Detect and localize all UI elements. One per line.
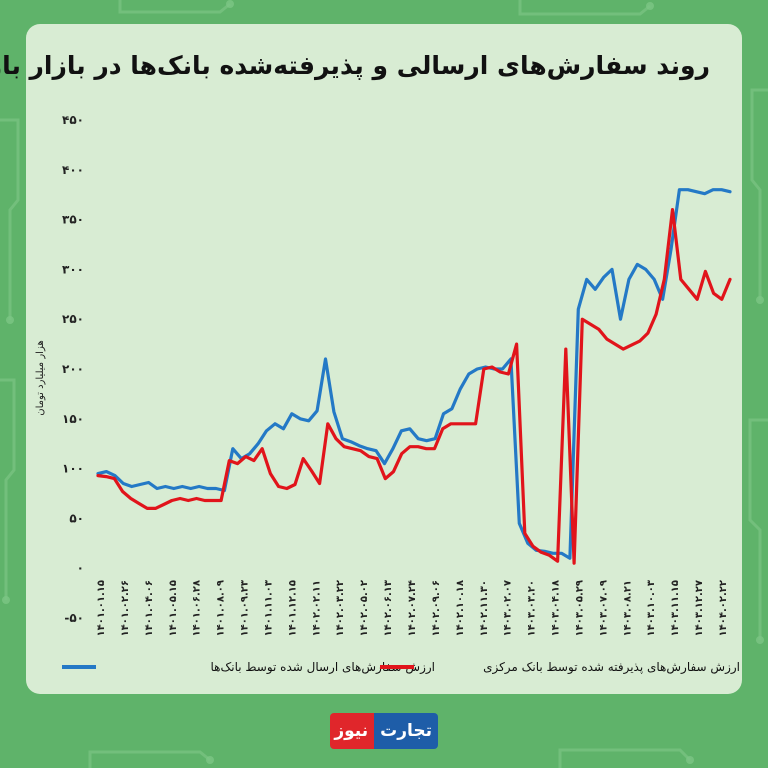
x-tick-label: ۱۴۰۳.۰۲.۰۷ [503, 580, 514, 636]
x-tick-label: ۱۴۰۳.۱۰.۰۳ [646, 580, 657, 636]
chart-legend: ارزش سفارش‌های ارسال شده توسط بانک‌ها ار… [60, 656, 740, 678]
legend-label-sent: ارزش سفارش‌های ارسال شده توسط بانک‌ها [210, 660, 436, 674]
x-tick-label: ۱۴۰۲.۰۵.۰۲ [359, 580, 370, 636]
series-line-accepted [96, 208, 732, 565]
y-tick-label: ۰ [77, 561, 84, 575]
x-tick-label: ۱۴۰۲.۱۰.۱۸ [455, 580, 466, 636]
y-tick-label: ۱۵۰ [62, 412, 84, 426]
y-tick-label: ۲۰۰ [62, 362, 84, 376]
x-tick-label: ۱۴۰۱.۰۸.۰۹ [216, 580, 227, 636]
logo-text-tejarat: تجارت [374, 713, 438, 749]
x-tick-label: ۱۴۰۳.۱۱.۱۵ [670, 580, 681, 636]
x-tick-label: ۱۴۰۳.۰۷.۰۹ [598, 580, 609, 636]
x-tick-label: ۱۴۰۱.۰۹.۲۳ [240, 580, 251, 636]
y-tick-label: ۵۰ [69, 511, 84, 525]
legend-swatch-accepted [380, 665, 414, 669]
logo-text-news: نیوز [330, 713, 375, 749]
chart-title: روند سفارش‌های ارسالی و پذیرفته‌شده بانک… [0, 51, 710, 80]
x-tick-label: ۱۴۰۱.۰۶.۲۸ [192, 580, 203, 636]
x-tick-label: ۱۴۰۴.۰۲.۲۲ [718, 580, 729, 636]
x-tick-label: ۱۴۰۱.۰۲.۲۶ [120, 580, 131, 636]
series-line-sent [96, 188, 732, 560]
legend-label-accepted: ارزش سفارش‌های پذیرفته شده توسط بانک مرک… [483, 660, 740, 674]
x-tick-label: ۱۴۰۱.۰۵.۱۵ [168, 580, 179, 636]
chart-card [26, 24, 742, 694]
x-tick-label: ۱۴۰۲.۱۱.۳۰ [479, 580, 490, 636]
x-tick-label: ۱۴۰۲.۰۳.۲۲ [335, 580, 346, 636]
x-tick-label: ۱۴۰۲.۰۹.۰۶ [431, 580, 442, 636]
x-tick-label: ۱۴۰۳.۰۴.۱۸ [551, 580, 562, 636]
x-tick-label: ۱۴۰۳.۰۸.۲۱ [622, 580, 633, 636]
y-tick-label: ۳۵۰ [62, 213, 84, 227]
legend-item-accepted: ارزش سفارش‌های پذیرفته شده توسط بانک مرک… [483, 656, 740, 678]
x-tick-label: ۱۴۰۳.۰۵.۲۹ [574, 580, 585, 636]
x-tick-label: ۱۴۰۳.۱۲.۲۷ [694, 580, 705, 636]
x-tick-label: ۱۴۰۳.۰۳.۲۰ [527, 580, 538, 636]
y-tick-label: -۵۰ [64, 611, 84, 625]
x-tick-label: ۱۴۰۱.۰۴.۰۶ [144, 580, 155, 636]
x-tick-label: ۱۴۰۱.۰۱.۱۵ [96, 580, 107, 636]
legend-item-sent: ارزش سفارش‌های ارسال شده توسط بانک‌ها [211, 656, 436, 678]
x-tick-label: ۱۴۰۲.۰۷.۲۴ [407, 580, 418, 636]
legend-swatch-sent [62, 665, 96, 669]
y-tick-label: ۳۰۰ [62, 262, 84, 276]
x-tick-label: ۱۴۰۱.۱۲.۱۵ [287, 580, 298, 636]
x-tick-label: ۱۴۰۲.۰۲.۱۱ [311, 580, 322, 636]
y-tick-label: ۴۰۰ [62, 163, 84, 177]
y-tick-label: ۱۰۰ [62, 462, 84, 476]
x-tick-label: ۱۴۰۱.۱۱.۰۳ [263, 580, 274, 636]
y-tick-label: ۲۵۰ [62, 312, 84, 326]
x-tick-label: ۱۴۰۲.۰۶.۱۳ [383, 580, 394, 636]
y-tick-label: ۴۵۰ [62, 113, 84, 127]
tejarat-news-logo: تجارت نیوز [330, 713, 438, 749]
